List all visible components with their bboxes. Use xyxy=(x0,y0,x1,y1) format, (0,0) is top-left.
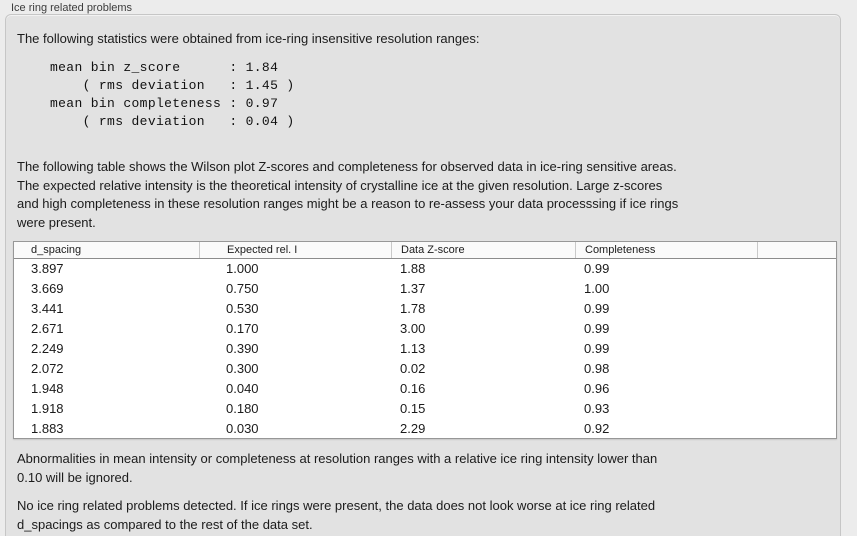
table-cell: 0.96 xyxy=(584,380,610,396)
table-header-row: d_spacing Expected rel. I Data Z-score C… xyxy=(14,242,836,259)
ice-ring-table: d_spacing Expected rel. I Data Z-score C… xyxy=(13,241,837,439)
table-description-text: The following table shows the Wilson plo… xyxy=(17,159,679,230)
ice-ring-panel: The following statistics were obtained f… xyxy=(5,14,841,536)
table-cell: 2.249 xyxy=(31,341,64,356)
table-cell: 0.750 xyxy=(226,281,259,297)
column-header-d-spacing[interactable]: d_spacing xyxy=(31,244,82,256)
table-cell: 1.37 xyxy=(400,281,426,297)
table-cell: 0.15 xyxy=(400,400,426,416)
table-cell: 0.98 xyxy=(584,360,610,376)
table-cell: 1.883 xyxy=(31,420,64,436)
table-cell: 0.530 xyxy=(226,301,259,317)
table-cell: 1.918 xyxy=(31,400,64,416)
table-row[interactable]: 2.072 0.300 0.02 0.98 xyxy=(14,358,836,378)
table-cell: 3.00 xyxy=(400,321,426,337)
table-cell: 1.13 xyxy=(400,341,426,356)
table-row[interactable]: 3.669 0.750 1.37 1.00 xyxy=(14,279,836,299)
table-cell: 1.948 xyxy=(31,380,64,396)
column-header-expected-rel-i[interactable]: Expected rel. I xyxy=(199,242,391,258)
table-row[interactable]: 2.671 0.170 3.00 0.99 xyxy=(14,319,836,339)
table-cell: 0.300 xyxy=(226,360,259,376)
table-row[interactable]: 1.918 0.180 0.15 0.93 xyxy=(14,398,836,418)
table-cell: 0.99 xyxy=(584,261,610,277)
table-row[interactable]: 2.249 0.390 1.13 0.99 xyxy=(14,339,836,359)
table-row[interactable]: 1.883 0.030 2.29 0.92 xyxy=(14,418,836,438)
table-cell: 0.180 xyxy=(226,400,259,416)
table-cell: 2.072 xyxy=(31,360,64,376)
table-cell: 1.00 xyxy=(584,281,610,297)
table-cell: 0.02 xyxy=(400,360,426,376)
panel-title: Ice ring related problems xyxy=(11,2,133,14)
table-cell: 0.040 xyxy=(226,380,259,396)
stats-intro-text: The following statistics were obtained f… xyxy=(17,31,480,46)
table-cell: 3.897 xyxy=(31,261,64,277)
table-cell: 0.390 xyxy=(226,341,259,356)
column-header-filler xyxy=(757,242,836,258)
table-cell: 0.170 xyxy=(226,321,259,337)
column-header-completeness[interactable]: Completeness xyxy=(575,242,757,258)
table-cell: 0.93 xyxy=(584,400,610,416)
table-cell: 0.99 xyxy=(584,301,610,317)
table-cell: 1.88 xyxy=(400,261,426,277)
table-cell: 0.99 xyxy=(584,321,610,337)
table-row[interactable]: 3.441 0.530 1.78 0.99 xyxy=(14,299,836,319)
table-cell: 0.99 xyxy=(584,341,610,356)
stats-summary-block: mean bin z_score : 1.84 ( rms deviation … xyxy=(50,60,295,129)
table-cell: 3.441 xyxy=(31,301,64,317)
table-body: 3.897 1.000 1.88 0.99 3.669 0.750 1.37 1.00 3.44… xyxy=(14,259,836,438)
table-cell: 0.030 xyxy=(226,420,259,436)
table-cell: 2.671 xyxy=(31,321,64,337)
table-cell: 1.78 xyxy=(400,301,426,317)
table-cell: 2.29 xyxy=(400,420,426,436)
column-header-data-z-score[interactable]: Data Z-score xyxy=(391,242,575,258)
ignore-rule-text: Abnormalities in mean intensity or compl… xyxy=(17,451,658,485)
table-row[interactable]: 3.897 1.000 1.88 0.99 xyxy=(14,259,836,279)
table-row[interactable]: 1.948 0.040 0.16 0.96 xyxy=(14,378,836,398)
table-cell: 0.92 xyxy=(584,420,610,436)
table-cell: 3.669 xyxy=(31,281,64,297)
conclusion-text: No ice ring related problems detected. I… xyxy=(17,498,656,532)
table-cell: 1.000 xyxy=(226,261,259,277)
table-cell: 0.16 xyxy=(400,380,426,396)
